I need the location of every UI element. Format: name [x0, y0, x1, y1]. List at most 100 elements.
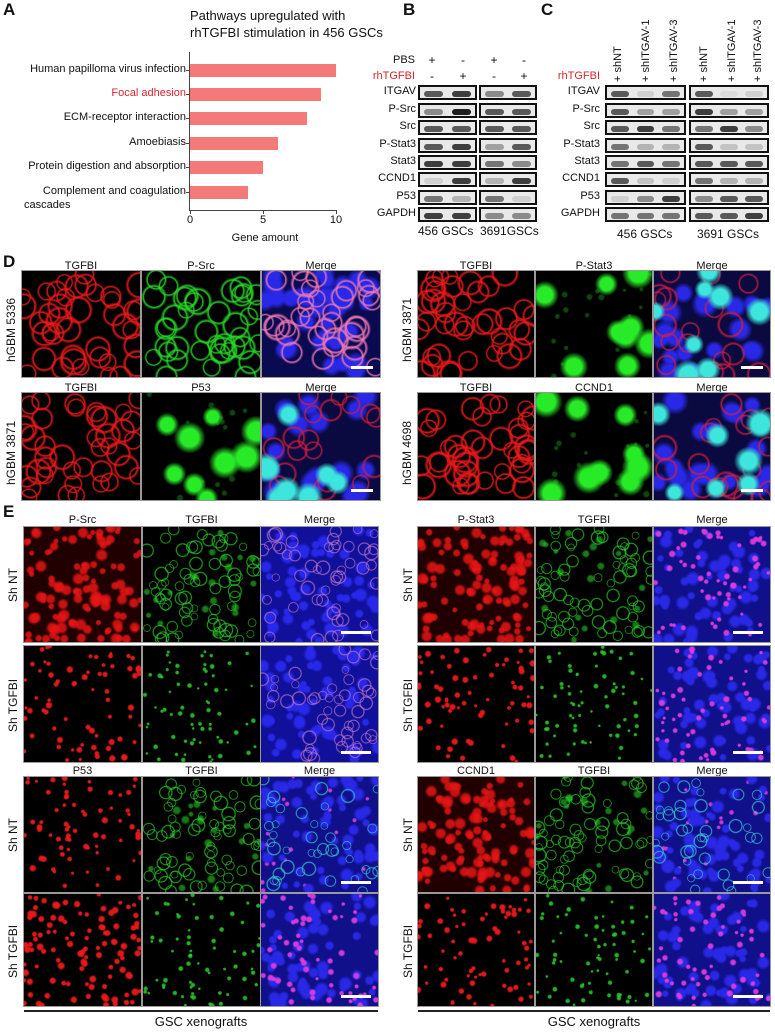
- protein-label: P53: [396, 190, 416, 202]
- micrograph: [653, 270, 771, 378]
- channel-label: TGFBI: [459, 382, 493, 394]
- treatment-sign: -: [492, 69, 496, 83]
- panel-label-e: E: [3, 502, 15, 521]
- blot-band: [720, 196, 738, 202]
- blot-strip: [418, 190, 477, 205]
- column-label: + shNT: [698, 46, 710, 82]
- scale-bar: [341, 881, 371, 884]
- row-label: Sh TGFBI: [401, 924, 415, 978]
- blot-band: [745, 178, 764, 184]
- blot-band: [662, 161, 681, 167]
- column-label: + shITGAV-1: [640, 19, 652, 82]
- treatment-label: rhTGFBI: [557, 70, 600, 82]
- micrograph: [260, 893, 379, 1007]
- blot-band: [694, 161, 713, 167]
- bar: [190, 88, 322, 101]
- micrograph: [142, 776, 261, 893]
- micrograph: [417, 776, 535, 893]
- micrograph: [260, 645, 379, 763]
- blot-strip: [418, 85, 477, 100]
- category-label: ECM-receptor interaction: [63, 111, 186, 123]
- blot-band: [610, 161, 629, 167]
- blot-strip: [605, 120, 686, 135]
- panel-label-b: B: [403, 0, 416, 19]
- column-label: + shNT: [612, 46, 624, 82]
- blot-strip: [605, 85, 686, 100]
- row-label: Sh TGFBI: [401, 678, 415, 732]
- micrograph: [653, 893, 771, 1007]
- blot-band: [720, 144, 738, 150]
- blot-band: [610, 126, 629, 132]
- blot-strip: [418, 103, 477, 118]
- channel-label: TGFBI: [577, 514, 611, 526]
- blot-band: [636, 213, 655, 219]
- row-label: Sh NT: [401, 567, 415, 602]
- micrograph: [653, 526, 771, 643]
- blot-band: [636, 109, 655, 115]
- blot-strip: [418, 172, 477, 187]
- chart-title-line-2: rhTGFBI stimulation in 456 GSCs: [190, 25, 383, 40]
- treatment-sign: +: [459, 69, 467, 83]
- channel-label: CCND1: [575, 382, 613, 394]
- blot-band: [451, 126, 471, 132]
- blot-band: [662, 178, 681, 184]
- y-tick-mark: [186, 167, 189, 168]
- protein-label: P-Src: [572, 103, 601, 115]
- protein-label: CCND1: [562, 172, 600, 184]
- channel-label: TGFBI: [185, 514, 218, 526]
- blot-strip: [605, 103, 686, 118]
- x-tick-label: 5: [259, 214, 267, 226]
- blot-band: [424, 144, 444, 150]
- blot-band: [451, 91, 471, 97]
- x-tick-mark: [263, 210, 264, 214]
- chart-title-line-1: Pathways upregulated with: [190, 8, 346, 23]
- micrograph: [23, 526, 142, 643]
- channel-label: CCND1: [457, 765, 495, 777]
- y-tick-mark: [186, 70, 189, 71]
- protein-label: P-Stat3: [563, 138, 600, 150]
- scale-bar: [341, 751, 371, 754]
- protein-label: CCND1: [378, 172, 416, 184]
- panel-label-d: D: [3, 252, 16, 271]
- protein-label: ITGAV: [383, 85, 416, 97]
- blot-band: [485, 126, 504, 132]
- treatment-label: rhTGFBI: [372, 70, 415, 82]
- category-label: Focal adhesion: [111, 87, 186, 99]
- scale-bar: [733, 995, 763, 998]
- treatment-sign: -: [461, 53, 465, 67]
- blot-band: [512, 126, 531, 132]
- blot-band: [662, 126, 681, 132]
- micrograph: [260, 776, 379, 893]
- blot-band: [636, 126, 655, 132]
- channel-label: P-Stat3: [457, 514, 495, 526]
- blot-strip: [605, 155, 686, 170]
- blot-strip: [689, 190, 769, 205]
- y-tick-mark: [186, 143, 189, 144]
- blot-band: [720, 213, 738, 219]
- blot-band: [662, 213, 681, 219]
- channel-label: Merge: [303, 765, 336, 777]
- protein-label: ITGAV: [567, 85, 600, 97]
- blot-band: [485, 109, 504, 115]
- protein-label: GAPDH: [376, 207, 416, 219]
- blot-band: [745, 213, 764, 219]
- blot-band: [745, 109, 764, 115]
- blot-band: [636, 178, 655, 184]
- group-label: 456 GSCs: [418, 224, 474, 238]
- blot-strip: [418, 207, 477, 222]
- blot-band: [485, 161, 504, 167]
- micrograph: [417, 526, 535, 643]
- x-tick-label: 0: [186, 214, 194, 226]
- blot-band: [610, 213, 629, 219]
- channel-label: TGFBI: [185, 765, 218, 777]
- sample-label: hGBM 5336: [4, 297, 18, 362]
- micrograph: [141, 270, 261, 378]
- channel-label: Merge: [696, 514, 728, 526]
- treatment-sign: -: [430, 69, 434, 83]
- blot-band: [745, 196, 764, 202]
- blot-band: [662, 91, 681, 97]
- channel-label: TGFBI: [577, 765, 611, 777]
- micrograph: [417, 270, 535, 378]
- bar: [190, 161, 263, 174]
- row-label: Sh NT: [6, 567, 20, 602]
